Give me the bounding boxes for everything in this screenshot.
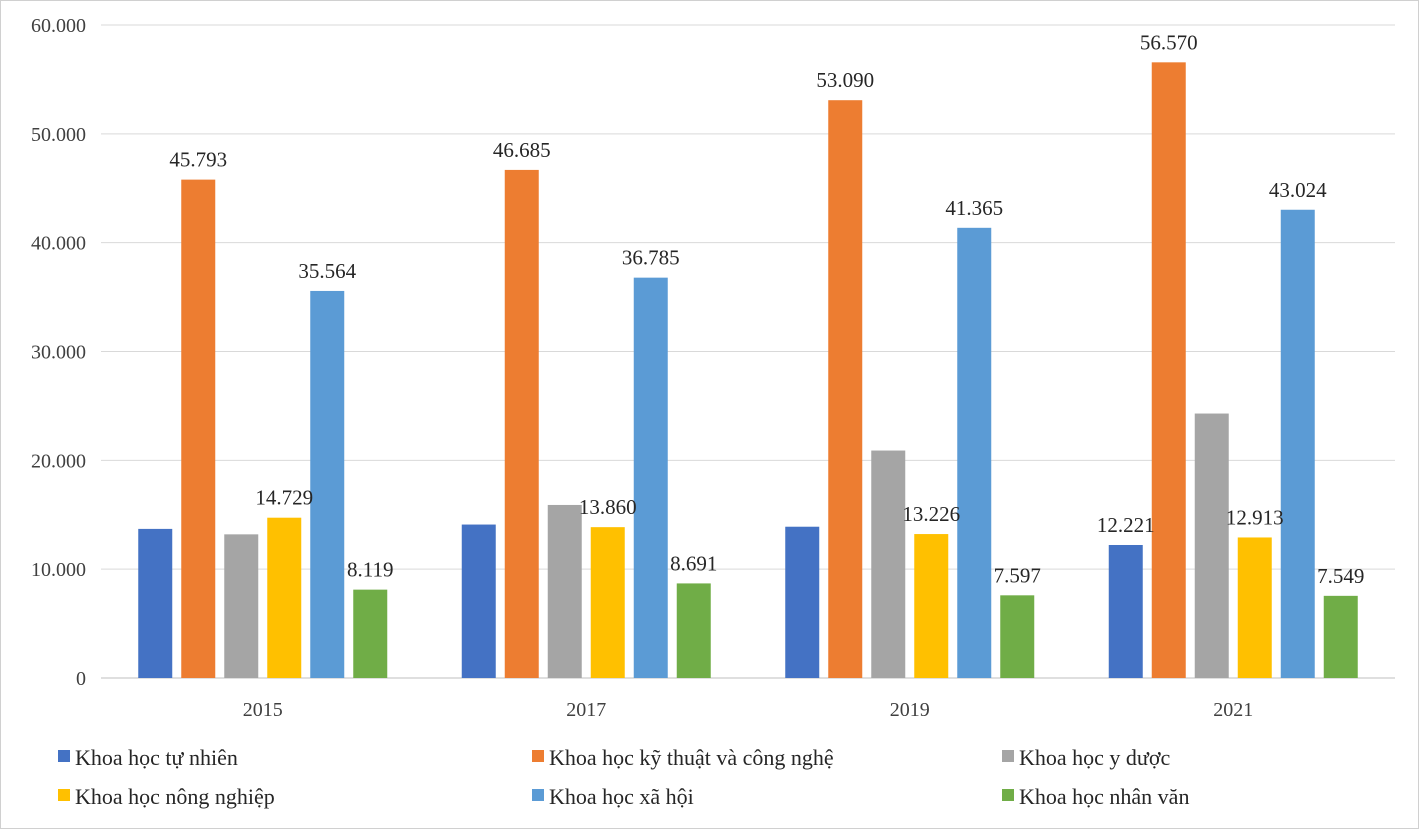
bar [590,527,625,678]
y-axis-ticks: 0 10.000 20.000 30.000 40.000 50.000 60.000 [31,15,86,690]
y-tick-label: 50.000 [31,124,86,146]
bar [1151,62,1186,678]
y-tick-label: 30.000 [31,342,86,364]
legend-label: Khoa học tự nhiên [75,745,238,770]
x-tick-label: 2019 [890,699,930,721]
bar [138,528,173,678]
legend-swatch [58,750,70,762]
data-label: 46.685 [493,138,551,162]
data-label: 43.024 [1269,178,1327,202]
legend-swatch [1002,789,1014,801]
legend: Khoa học tự nhiên Khoa học kỹ thuật và cô… [58,745,1189,809]
y-tick-label: 20.000 [31,450,86,472]
bar [1000,595,1035,678]
x-tick-label: 2021 [1213,699,1253,721]
x-axis-ticks: 2015 2017 2019 2021 [243,699,1254,721]
data-label: 8.691 [670,551,717,575]
data-label: 14.729 [255,486,313,510]
data-label: 8.119 [347,558,393,582]
data-label: 7.597 [994,563,1041,587]
bar [547,504,582,678]
y-tick-label: 40.000 [31,233,86,255]
bar [1323,595,1358,678]
bar [504,169,539,678]
bar [224,534,259,678]
data-label: 7.549 [1317,564,1364,588]
bar [871,450,906,678]
data-label: 12.913 [1226,505,1284,529]
legend-swatch [532,789,544,801]
data-label: 53.090 [816,68,874,92]
bar [1194,413,1229,678]
data-label: 56.570 [1140,30,1198,54]
data-labels: 45.793 14.729 35.564 8.119 46.685 13.860 36.78… [169,30,1364,588]
legend-swatch [58,789,70,801]
y-tick-label: 10.000 [31,559,86,581]
legend-swatch [1002,750,1014,762]
y-tick-label: 60.000 [31,15,86,37]
bar [353,589,388,678]
bar [633,277,668,678]
data-label: 45.793 [169,148,227,172]
data-label: 36.785 [622,246,680,270]
legend-swatch [532,750,544,762]
bar [461,524,496,678]
bar [181,179,216,679]
bar [785,526,820,678]
data-label: 12.221 [1097,513,1155,537]
legend-label: Khoa học nông nghiệp [75,784,275,809]
bars [138,62,1358,679]
data-label: 13.860 [579,495,637,519]
x-tick-label: 2015 [243,699,283,721]
legend-label: Khoa học kỹ thuật và công nghệ [549,745,834,770]
bar [1280,209,1315,678]
data-label: 13.226 [902,502,960,526]
bar [914,534,949,678]
legend-label: Khoa học nhân văn [1019,784,1189,809]
bar [310,290,345,678]
bar [676,583,711,678]
bar [957,227,992,678]
bar [1108,544,1143,678]
legend-label: Khoa học xã hội [549,784,694,809]
bar [828,100,863,678]
legend-label: Khoa học y dược [1019,745,1170,770]
bar [267,517,302,678]
bar [1237,537,1272,678]
x-tick-label: 2017 [566,699,606,721]
data-label: 35.564 [298,259,356,283]
y-tick-label: 0 [76,668,86,690]
data-label: 41.365 [945,196,1003,220]
